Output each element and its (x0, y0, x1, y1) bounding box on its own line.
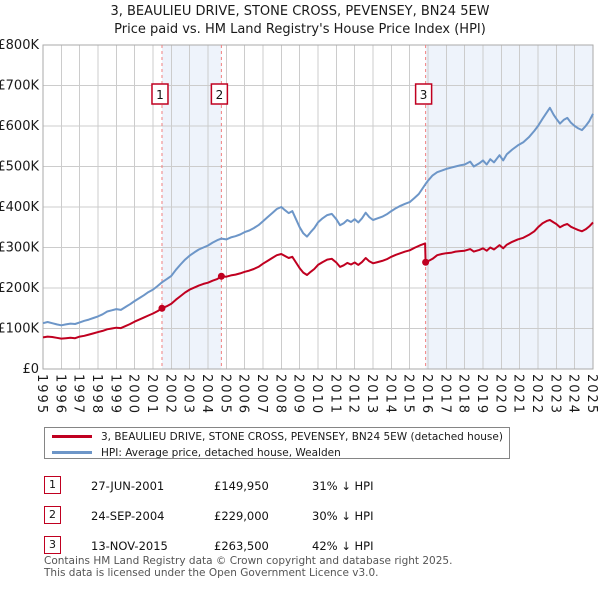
x-tick-label: 2012 (346, 374, 361, 415)
x-tick-label: 2017 (437, 374, 452, 415)
legend: 3, BEAULIEU DRIVE, STONE CROSS, PEVENSEY… (44, 427, 510, 459)
legend-label-price-paid: 3, BEAULIEU DRIVE, STONE CROSS, PEVENSEY… (101, 430, 503, 443)
x-tick-label: 2018 (456, 374, 471, 415)
sale-number-badge: 2 (44, 506, 61, 524)
sale-date: 24-SEP-2004 (91, 509, 165, 523)
legend-label-hpi: HPI: Average price, detached house, Weal… (101, 446, 341, 459)
legend-row-hpi: HPI: Average price, detached house, Weal… (45, 445, 509, 460)
x-tick-label: 2006 (236, 374, 251, 415)
chart-subtitle: Price paid vs. HM Land Registry's House … (114, 22, 486, 37)
sale-row-1: 1 27-JUN-2001 £149,950 31% ↓ HPI (44, 476, 584, 496)
hpi-line-swatch (52, 451, 92, 454)
x-tick-label: 2015 (401, 374, 416, 415)
x-tick-label: 2023 (547, 374, 562, 415)
sale-date: 13-NOV-2015 (91, 539, 168, 553)
y-tick-label: £600K (0, 119, 39, 134)
x-tick-label: 2025 (584, 374, 599, 415)
chart-title: 3, BEAULIEU DRIVE, STONE CROSS, PEVENSEY… (110, 4, 490, 19)
sale-number-badge: 3 (44, 536, 61, 554)
x-tick-label: 1999 (107, 374, 122, 415)
x-tick-label: 2002 (162, 374, 177, 415)
y-tick-label: £700K (0, 79, 39, 94)
y-tick-label: £100K (0, 322, 39, 337)
x-tick-label: 2022 (529, 374, 544, 415)
sale-price: £263,500 (214, 539, 269, 553)
price-chart: £0 £100K £200K £300K £400K £500K £600K £700K £80… (0, 38, 599, 415)
sale-hpi-delta: 30% ↓ HPI (312, 509, 374, 523)
y-tick-label: £0 (22, 362, 39, 377)
footer-licence: This data is licensed under the Open Gov… (44, 567, 379, 579)
y-tick-label: £400K (0, 200, 39, 215)
sale-marker-number: 3 (420, 88, 428, 102)
x-tick-label: 2019 (474, 374, 489, 415)
x-tick-label: 2013 (364, 374, 379, 415)
x-tick-label: 1995 (34, 374, 49, 415)
sale-row-2: 2 24-SEP-2004 £229,000 30% ↓ HPI (44, 506, 584, 526)
x-tick-label: 2020 (492, 374, 507, 415)
sale-marker-box (210, 83, 229, 105)
x-tick-label: 2007 (254, 374, 269, 415)
sale-marker-number: 2 (216, 88, 224, 102)
sale-marker-number: 1 (156, 88, 164, 102)
sale-marker-box (414, 83, 433, 105)
x-tick-label: 1998 (89, 374, 104, 415)
x-tick-label: 2011 (327, 374, 342, 415)
sale-date: 27-JUN-2001 (91, 479, 165, 493)
y-tick-label: £300K (0, 241, 39, 256)
y-tick-label: £800K (0, 38, 39, 53)
y-tick-label: £200K (0, 281, 39, 296)
price-paid-line-swatch (52, 435, 92, 438)
x-tick-label: 2001 (144, 374, 159, 415)
sale-marker-dot (158, 304, 166, 312)
y-tick-label: £500K (0, 160, 39, 175)
sale-marker-dot (422, 258, 430, 266)
hpi-line (42, 106, 594, 327)
sale-price: £149,950 (214, 479, 269, 493)
x-tick-label: 2016 (419, 374, 434, 415)
sale-price: £229,000 (214, 509, 269, 523)
sale-row-3: 3 13-NOV-2015 £263,500 42% ↓ HPI (44, 536, 584, 556)
sale-hpi-delta: 31% ↓ HPI (312, 479, 374, 493)
x-tick-label: 2005 (217, 374, 232, 415)
sale-hpi-delta: 42% ↓ HPI (312, 539, 374, 553)
x-tick-label: 2010 (309, 374, 324, 415)
x-tick-label: 2021 (511, 374, 526, 415)
x-tick-label: 1996 (52, 374, 67, 415)
x-tick-label: 2009 (291, 374, 306, 415)
sale-marker-dot (217, 272, 225, 280)
sale-number-badge: 1 (44, 476, 61, 494)
x-tick-label: 1997 (71, 374, 86, 415)
x-tick-label: 2014 (382, 374, 397, 415)
sale-marker-box (151, 83, 169, 105)
footer-copyright: Contains HM Land Registry data © Crown c… (44, 555, 453, 567)
x-tick-label: 2004 (199, 374, 214, 415)
x-tick-label: 2000 (126, 374, 141, 415)
legend-row-price-paid: 3, BEAULIEU DRIVE, STONE CROSS, PEVENSEY… (45, 429, 509, 444)
x-tick-label: 2008 (272, 374, 287, 415)
x-tick-label: 2003 (181, 374, 196, 415)
x-tick-label: 2024 (566, 374, 581, 415)
price-paid-line (42, 219, 594, 340)
